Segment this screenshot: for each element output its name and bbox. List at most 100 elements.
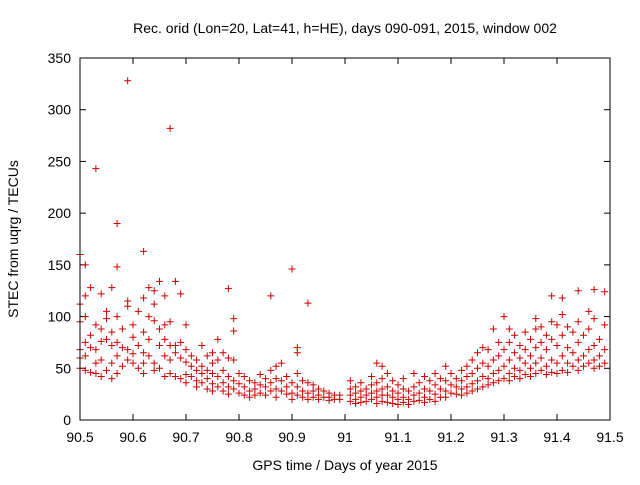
data-point [193,356,201,364]
data-point [458,366,466,374]
data-point [256,381,264,389]
data-point [468,380,476,388]
data-point [431,369,439,377]
data-point [177,338,185,346]
data-point [495,377,503,385]
data-point [426,387,434,395]
data-point [516,366,524,374]
data-point [532,315,540,323]
y-tick-label: 250 [48,153,72,169]
data-point [309,387,317,395]
data-point [399,375,407,383]
data-point [474,385,481,393]
data-point [97,325,105,333]
data-point [209,369,216,377]
x-tick-label: 90.8 [225,429,252,445]
data-point [299,387,307,395]
data-point [140,359,148,367]
data-point [468,369,476,377]
data-point [161,335,169,343]
data-point [108,342,116,350]
data-point [182,346,190,354]
data-point [288,265,296,273]
data-point [373,359,381,367]
data-point [92,369,100,377]
data-point [468,387,476,395]
data-point [585,346,593,354]
data-point [251,385,259,393]
data-point [383,383,391,391]
data-point [304,379,312,387]
y-tick-label: 100 [48,309,72,325]
data-point [564,344,572,352]
data-point [601,359,609,367]
data-point [394,389,402,397]
data-point [405,387,413,395]
data-point [240,391,248,399]
data-point [166,369,174,377]
data-point [129,321,137,329]
data-point [362,397,370,405]
data-point [240,383,248,391]
data-point [87,368,95,376]
data-point [134,342,142,350]
data-point [156,277,163,285]
data-point [97,337,105,345]
data-point [267,379,275,387]
data-point [140,349,148,357]
data-point [542,331,550,339]
data-point [542,370,550,378]
data-point [489,356,497,364]
data-point [150,317,158,325]
data-point [193,377,201,385]
data-point [479,373,487,381]
data-point [601,321,609,329]
data-point [447,389,455,397]
data-point [166,124,174,132]
data-point [505,356,513,364]
data-point [548,368,556,376]
data-point [447,381,455,389]
data-point [527,352,534,360]
data-point [410,397,418,405]
data-point [193,383,201,391]
data-point [219,349,227,357]
data-point [553,369,561,377]
data-point [585,359,593,367]
data-point [140,369,148,377]
data-point [558,366,566,374]
data-point [224,354,232,362]
data-point [92,346,100,354]
data-point [145,284,153,292]
data-point [156,342,163,350]
data-point [458,385,466,393]
plot-frame [79,57,611,421]
data-point [145,335,153,343]
data-point [309,381,317,389]
data-point [431,397,439,405]
data-point [161,292,169,300]
data-point [484,346,492,354]
data-point [150,359,158,367]
data-point [214,356,222,364]
data-point [209,387,216,395]
data-point [421,373,428,381]
data-point [140,328,148,336]
y-tick-label: 300 [48,102,72,118]
data-point [272,385,280,393]
data-point [553,342,561,350]
data-point [224,383,232,391]
data-point [532,325,540,333]
data-point [235,389,243,397]
data-point [97,356,105,364]
data-point [500,313,508,321]
data-point [214,335,222,343]
data-point [92,321,100,329]
data-point [447,369,455,377]
data-point [198,362,206,370]
data-point [558,331,566,339]
data-point [368,389,375,397]
data-point [187,352,195,360]
data-point [474,364,481,372]
data-point [81,261,89,269]
